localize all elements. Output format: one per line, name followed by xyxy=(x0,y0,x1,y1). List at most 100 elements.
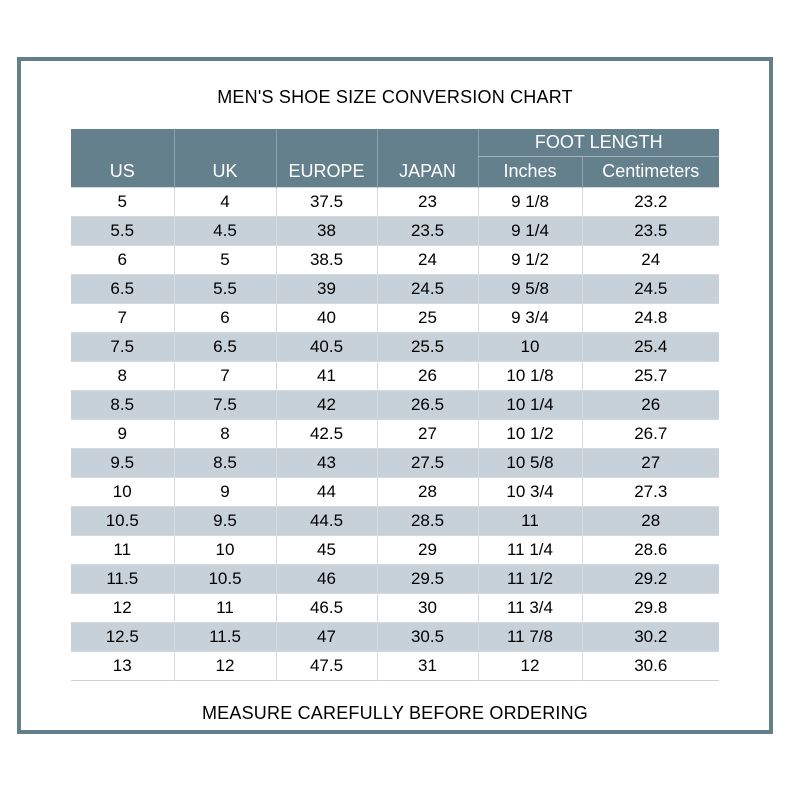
table-cell: 5 xyxy=(71,186,174,217)
table-cell: 27.5 xyxy=(376,447,478,478)
table-cell: 9 xyxy=(173,476,276,507)
table-cell: 25.5 xyxy=(376,331,478,362)
table-cell: 47.5 xyxy=(275,650,377,681)
table-cell: 11 xyxy=(71,534,174,565)
table-row: 13 12 47.5 31 12 30.6 xyxy=(71,650,719,681)
table-cell: 23.2 xyxy=(581,186,719,217)
table-cell: 25.7 xyxy=(581,360,719,391)
column-header-inches: Inches xyxy=(477,156,582,188)
table-row: 12 11 46.5 30 11 3/4 29.8 xyxy=(71,592,719,623)
table-row: 11 10 45 29 11 1/4 28.6 xyxy=(71,534,719,565)
table-cell: 4.5 xyxy=(173,215,276,246)
header-spacer xyxy=(71,128,174,157)
table-cell: 7 xyxy=(173,360,276,391)
table-cell: 46 xyxy=(275,563,377,594)
table-cell: 10 3/4 xyxy=(477,476,582,507)
table-cell: 30.6 xyxy=(581,650,719,681)
table-cell: 47 xyxy=(275,621,377,652)
table-cell: 28.6 xyxy=(581,534,719,565)
table-cell: 10 xyxy=(71,476,174,507)
table-cell: 13 xyxy=(71,650,174,681)
table-cell: 44 xyxy=(275,476,377,507)
table-cell: 24.5 xyxy=(581,273,719,304)
table-cell: 11.5 xyxy=(173,621,276,652)
table-cell: 10 1/8 xyxy=(477,360,582,391)
table-cell: 29 xyxy=(376,534,478,565)
table-cell: 9 5/8 xyxy=(477,273,582,304)
table-cell: 11 1/4 xyxy=(477,534,582,565)
table-cell: 24 xyxy=(581,244,719,275)
table-cell: 42.5 xyxy=(275,418,377,449)
table-cell: 39 xyxy=(275,273,377,304)
table-cell: 9.5 xyxy=(71,447,174,478)
table-cell: 11 3/4 xyxy=(477,592,582,623)
table-cell: 37.5 xyxy=(275,186,377,217)
table-cell: 12 xyxy=(71,592,174,623)
table-cell: 27.3 xyxy=(581,476,719,507)
table-row: 10 9 44 28 10 3/4 27.3 xyxy=(71,476,719,507)
table-cell: 23.5 xyxy=(376,215,478,246)
table-cell: 9 1/8 xyxy=(477,186,582,217)
table-row: 7 6 40 25 9 3/4 24.8 xyxy=(71,302,719,333)
table-row: 12.5 11.5 47 30.5 11 7/8 30.2 xyxy=(71,621,719,652)
table-cell: 9 xyxy=(71,418,174,449)
table-cell: 30.5 xyxy=(376,621,478,652)
table-cell: 30.2 xyxy=(581,621,719,652)
footer-note: MEASURE CAREFULLY BEFORE ORDERING xyxy=(201,702,588,723)
table-cell: 10 1/2 xyxy=(477,418,582,449)
table-cell: 23.5 xyxy=(581,215,719,246)
table-cell: 25 xyxy=(376,302,478,333)
table-cell: 28.5 xyxy=(376,505,478,536)
table-cell: 7.5 xyxy=(71,331,174,362)
table-cell: 11 7/8 xyxy=(477,621,582,652)
table-cell: 25.4 xyxy=(581,331,719,362)
table-cell: 4 xyxy=(173,186,276,217)
chart-title: MEN'S SHOE SIZE CONVERSION CHART xyxy=(217,87,573,107)
table-cell: 11 xyxy=(477,505,582,536)
table-row: 5 4 37.5 23 9 1/8 23.2 xyxy=(71,186,719,217)
table-cell: 29.2 xyxy=(581,563,719,594)
table-cell: 8 xyxy=(173,418,276,449)
table-cell: 10 1/4 xyxy=(477,389,582,420)
header-group-row: FOOT LENGTH xyxy=(71,128,719,157)
header-label-row: US UK EUROPE JAPAN Inches Centimeters xyxy=(71,156,719,188)
table-header: FOOT LENGTH US UK EUROPE JAPAN Inches Ce… xyxy=(71,128,719,188)
table-cell: 43 xyxy=(275,447,377,478)
table-cell: 8.5 xyxy=(71,389,174,420)
header-foot-length: FOOT LENGTH xyxy=(477,128,719,157)
table-cell: 9 1/2 xyxy=(477,244,582,275)
size-conversion-table: FOOT LENGTH US UK EUROPE JAPAN Inches Ce… xyxy=(71,128,719,681)
table-cell: 23 xyxy=(376,186,478,217)
table-row: 11.5 10.5 46 29.5 11 1/2 29.2 xyxy=(71,563,719,594)
table-cell: 42 xyxy=(275,389,377,420)
table-cell: 26 xyxy=(376,360,478,391)
table-cell: 9.5 xyxy=(173,505,276,536)
table-cell: 5.5 xyxy=(71,215,174,246)
table-row: 5.5 4.5 38 23.5 9 1/4 23.5 xyxy=(71,215,719,246)
table-cell: 8.5 xyxy=(173,447,276,478)
table-cell: 6 xyxy=(71,244,174,275)
table-cell: 26.7 xyxy=(581,418,719,449)
chart-frame: MEN'S SHOE SIZE CONVERSION CHART FOOT LE… xyxy=(17,57,773,734)
table-row: 7.5 6.5 40.5 25.5 10 25.4 xyxy=(71,331,719,362)
table-cell: 45 xyxy=(275,534,377,565)
table-cell: 31 xyxy=(376,650,478,681)
table-cell: 9 1/4 xyxy=(477,215,582,246)
table-cell: 7 xyxy=(71,302,174,333)
header-spacer xyxy=(376,128,478,157)
table-cell: 38 xyxy=(275,215,377,246)
table-cell: 6 xyxy=(173,302,276,333)
table-cell: 46.5 xyxy=(275,592,377,623)
table-cell: 10 5/8 xyxy=(477,447,582,478)
table-cell: 10.5 xyxy=(71,505,174,536)
table-cell: 26.5 xyxy=(376,389,478,420)
table-cell: 29.8 xyxy=(581,592,719,623)
table-cell: 8 xyxy=(71,360,174,391)
table-cell: 5.5 xyxy=(173,273,276,304)
table-cell: 24 xyxy=(376,244,478,275)
table-cell: 9 3/4 xyxy=(477,302,582,333)
column-header-japan: JAPAN xyxy=(376,156,478,188)
table-cell: 40 xyxy=(275,302,377,333)
table-cell: 7.5 xyxy=(173,389,276,420)
column-header-uk: UK xyxy=(173,156,276,188)
